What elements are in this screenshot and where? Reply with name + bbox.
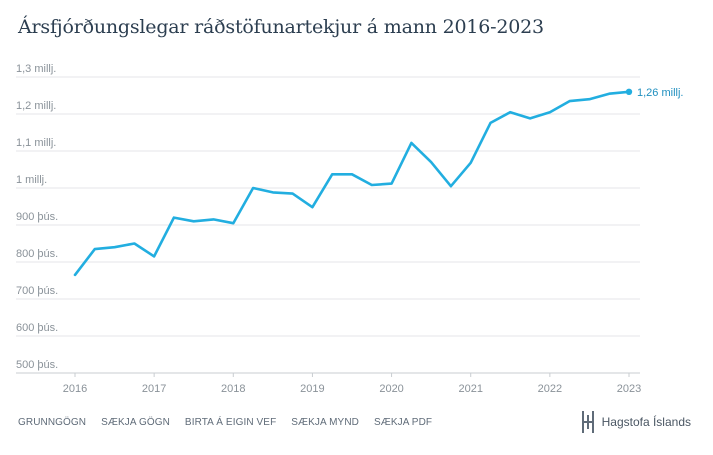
y-tick-label: 600 þús.	[16, 322, 58, 334]
x-tick-label: 2016	[63, 383, 87, 395]
footer-links: GRUNNGÖGN SÆKJA GÖGN BIRTA Á EIGIN VEF S…	[18, 417, 432, 428]
footer-link-source-data[interactable]: GRUNNGÖGN	[18, 417, 87, 428]
x-axis-ticks: 2016 2017 2018 2019 2020 2021 2022 2023	[63, 373, 641, 395]
y-tick-label: 1,3 millj.	[16, 63, 56, 75]
y-tick-label: 1,2 millj.	[16, 100, 56, 112]
x-tick-label: 2022	[538, 383, 562, 395]
x-tick-label: 2020	[379, 383, 403, 395]
grid-lines	[16, 76, 640, 374]
series-line	[73, 90, 631, 277]
x-tick-label: 2023	[617, 383, 641, 395]
x-tick-label: 2017	[142, 383, 166, 395]
brand-name: Hagstofa Íslands	[601, 415, 691, 429]
hagstofa-logo-icon	[581, 411, 594, 433]
line-chart: 500 þús. 600 þús. 700 þús. 800 þús. 900 þús.…	[16, 63, 683, 395]
y-tick-label: 500 þús.	[16, 359, 58, 371]
footer-link-download-pdf[interactable]: SÆKJA PDF	[373, 417, 433, 428]
footer-link-download-image[interactable]: SÆKJA MYND	[291, 417, 359, 428]
footer-link-download-data[interactable]: SÆKJA GÖGN	[101, 417, 170, 428]
y-tick-label: 1,1 millj.	[16, 137, 56, 149]
y-axis-ticks: 500 þús. 600 þús. 700 þús. 800 þús. 900 þús.…	[16, 63, 58, 371]
end-point	[625, 88, 633, 96]
chart-title: Ársfjórðungslegar ráðstöfunartekjur á ma…	[18, 16, 544, 38]
y-tick-label: 1 millj.	[16, 174, 47, 186]
y-tick-label: 900 þús.	[16, 211, 58, 223]
x-tick-label: 2019	[300, 383, 324, 395]
x-tick-label: 2021	[458, 383, 482, 395]
end-value-label: 1,26 millj.	[637, 87, 683, 99]
x-tick-label: 2018	[221, 383, 245, 395]
brand[interactable]: Hagstofa Íslands	[580, 410, 691, 434]
y-tick-label: 800 þús.	[16, 248, 58, 260]
series: 1,26 millj.	[73, 87, 683, 277]
footer-link-embed[interactable]: BIRTA Á EIGIN VEF	[184, 417, 277, 428]
y-tick-label: 700 þús.	[16, 285, 58, 297]
